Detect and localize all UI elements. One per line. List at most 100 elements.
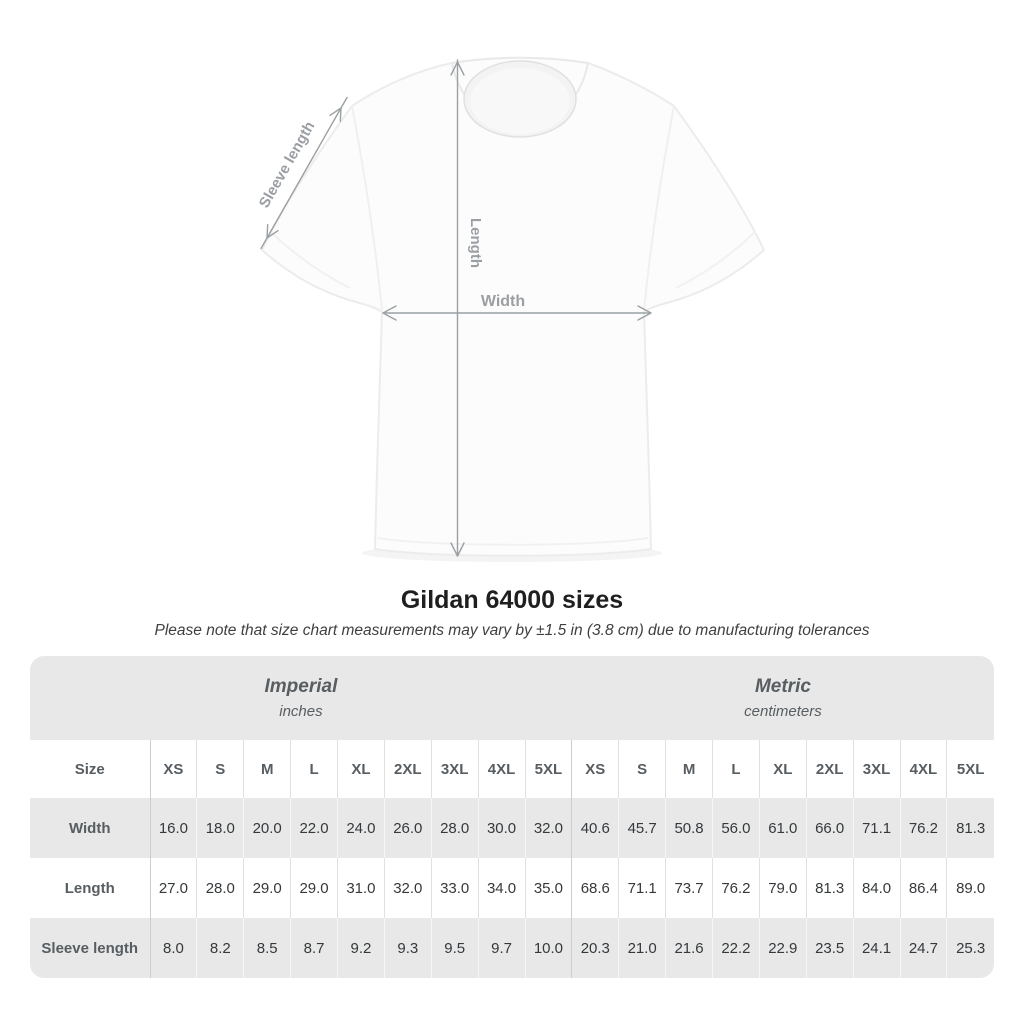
measurement-row: Sleeve length 8.0 8.2 8.5 8.7 9.2 9.3 9.5 9.7 10.… — [30, 918, 994, 978]
metric-unit-label: centimeters — [744, 703, 822, 721]
left-cuff-seam — [270, 231, 351, 289]
imperial-value-cell: 24.0 — [337, 798, 385, 858]
metric-value-cell: 20.3 — [571, 918, 619, 978]
collar-opening-inner — [470, 68, 570, 134]
size-column-header: Size — [30, 740, 150, 798]
imperial-value-cell: 28.0 — [430, 798, 479, 858]
measurement-row-label: Length — [64, 879, 115, 897]
metric-value-cell: 86.4 — [899, 858, 947, 918]
imperial-size-header: XL — [337, 740, 385, 798]
imperial-label: Imperial — [264, 675, 338, 697]
length-label: Length — [467, 218, 484, 268]
measurement-row-label: Width — [68, 819, 111, 837]
metric-size-header: L — [712, 740, 760, 798]
imperial-value-cell: 29.0 — [290, 858, 338, 918]
imperial-value-cell: 30.0 — [477, 798, 525, 858]
left-sleeve-seam — [351, 105, 383, 311]
tshirt-illustration: Sleeve length Length Width — [256, 56, 765, 562]
imperial-size-header: M — [243, 740, 291, 798]
right-cuff-seam — [675, 231, 756, 289]
metric-value-cell: 50.8 — [665, 798, 713, 858]
metric-value-cell: 81.3 — [805, 858, 854, 918]
tolerance-note: Please note that size chart measurements… — [154, 622, 870, 639]
imperial-value-cell: 10.0 — [524, 918, 572, 978]
measurement-row: Length 27.0 28.0 29.0 29.0 31.0 32.0 33.0 34.0 35… — [30, 858, 994, 918]
metric-value-cell: 56.0 — [712, 798, 760, 858]
imperial-value-cell: 9.3 — [383, 918, 432, 978]
metric-value-cell: 68.6 — [571, 858, 619, 918]
metric-size-header: XS — [571, 740, 619, 798]
metric-value-cell: 40.6 — [571, 798, 619, 858]
unit-section-header-row: Imperial inches Metric centimeters — [30, 656, 994, 740]
metric-value-cell: 71.1 — [618, 858, 666, 918]
metric-size-header: XL — [758, 740, 807, 798]
metric-value-cell: 76.2 — [712, 858, 760, 918]
metric-value-cell: 81.3 — [946, 798, 994, 858]
metric-size-header: 2XL — [805, 740, 854, 798]
width-arrow — [382, 305, 652, 321]
metric-value-cell: 21.0 — [618, 918, 666, 978]
imperial-value-cell: 8.7 — [290, 918, 338, 978]
sleeve-length-arrow — [260, 96, 348, 250]
imperial-size-header: 5XL — [524, 740, 572, 798]
metric-value-cell: 23.5 — [805, 918, 854, 978]
imperial-value-cell: 9.5 — [430, 918, 479, 978]
imperial-size-header: 4XL — [477, 740, 525, 798]
size-header-row: Size XS S M L XL 2XL 3XL 4XL 5XL XS S M L XL 2XL 3XL 4XL 5… — [30, 740, 994, 798]
metric-value-cell: 21.6 — [665, 918, 713, 978]
metric-size-header: S — [618, 740, 666, 798]
imperial-value-cell: 31.0 — [337, 858, 385, 918]
imperial-value-cell: 16.0 — [149, 798, 197, 858]
metric-value-cell: 71.1 — [852, 798, 900, 858]
imperial-value-cell: 8.5 — [243, 918, 291, 978]
metric-value-cell: 76.2 — [899, 798, 947, 858]
page-title: Gildan 64000 sizes — [400, 586, 624, 614]
metric-value-cell: 24.7 — [899, 918, 947, 978]
metric-value-cell: 61.0 — [758, 798, 807, 858]
imperial-value-cell: 18.0 — [196, 798, 244, 858]
imperial-value-cell: 22.0 — [290, 798, 338, 858]
width-label: Width — [481, 293, 525, 310]
right-sleeve-seam — [643, 105, 675, 311]
imperial-value-cell: 8.0 — [149, 918, 197, 978]
shirt-body — [261, 56, 765, 557]
metric-value-cell: 24.1 — [852, 918, 900, 978]
metric-size-header: 5XL — [946, 740, 994, 798]
imperial-value-cell: 28.0 — [196, 858, 244, 918]
imperial-value-cell: 26.0 — [383, 798, 432, 858]
metric-value-cell: 22.2 — [712, 918, 760, 978]
metric-value-cell: 79.0 — [758, 858, 807, 918]
imperial-value-cell: 35.0 — [524, 858, 572, 918]
imperial-value-cell: 9.7 — [477, 918, 525, 978]
imperial-unit-label: inches — [279, 703, 323, 721]
metric-value-cell: 73.7 — [665, 858, 713, 918]
imperial-size-header: 2XL — [383, 740, 432, 798]
length-arrow — [450, 59, 465, 557]
imperial-size-header: 3XL — [430, 740, 479, 798]
size-table-body: Imperial inches Metric centimeters Size X… — [30, 656, 994, 978]
measurement-row: Width 16.0 18.0 20.0 22.0 24.0 26.0 28.0 30.0 32.… — [30, 798, 994, 858]
metric-value-cell: 89.0 — [946, 858, 994, 918]
size-chart-table: Imperial inches Metric centimeters Size X… — [30, 656, 994, 978]
imperial-section-header: Imperial inches — [30, 656, 572, 740]
metric-size-header: M — [665, 740, 713, 798]
imperial-value-cell: 29.0 — [243, 858, 291, 918]
metric-section-header: Metric centimeters — [571, 656, 994, 740]
metric-value-cell: 84.0 — [852, 858, 900, 918]
metric-size-header: 3XL — [852, 740, 900, 798]
metric-size-header: 4XL — [899, 740, 947, 798]
imperial-value-cell: 9.2 — [337, 918, 385, 978]
tshirt-measurement-diagram: Sleeve length Length Width — [256, 56, 765, 562]
metric-value-cell: 45.7 — [618, 798, 666, 858]
imperial-value-cell: 32.0 — [383, 858, 432, 918]
hem-seam — [377, 537, 649, 546]
metric-label: Metric — [754, 675, 811, 697]
metric-value-cell: 22.9 — [758, 918, 807, 978]
metric-value-cell: 66.0 — [805, 798, 854, 858]
imperial-size-header: L — [290, 740, 338, 798]
imperial-value-cell: 27.0 — [149, 858, 197, 918]
imperial-value-cell: 20.0 — [243, 798, 291, 858]
imperial-value-cell: 8.2 — [196, 918, 244, 978]
measurement-row-label: Sleeve length — [41, 939, 139, 957]
metric-value-cell: 25.3 — [946, 918, 994, 978]
